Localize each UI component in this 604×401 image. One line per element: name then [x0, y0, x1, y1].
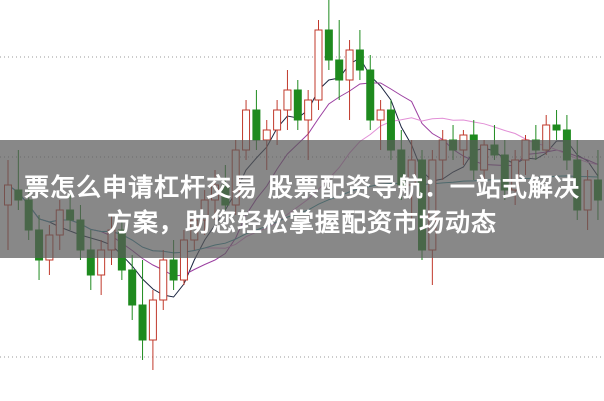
candle-down [335, 59, 344, 81]
candle-down [169, 259, 178, 281]
title-banner: 票怎么申请杠杆交易 股票配资导航：一站式解决 方案，助您轻松掌握配资市场动态 [0, 140, 604, 258]
candle-up [148, 299, 157, 341]
candle-down [138, 304, 147, 341]
candle-up [159, 259, 168, 301]
candle-up [262, 129, 271, 141]
candle-up [304, 99, 313, 121]
candle-down [324, 29, 333, 61]
candle-up [314, 29, 323, 101]
title-line-2: 方案，助您轻松掌握配资市场动态 [106, 208, 497, 237]
candle-up [283, 89, 292, 111]
candle-up [376, 109, 385, 121]
candle-down [293, 89, 302, 121]
candle-up [345, 49, 354, 81]
candle-down [552, 124, 561, 131]
candle-down [128, 269, 137, 306]
title-line-1: 票怎么申请杠杆交易 股票配资导航：一站式解决 [24, 173, 580, 202]
candle-up [273, 109, 282, 131]
candle-down [366, 69, 375, 121]
candle-down [252, 109, 261, 141]
candle-down [355, 49, 364, 71]
